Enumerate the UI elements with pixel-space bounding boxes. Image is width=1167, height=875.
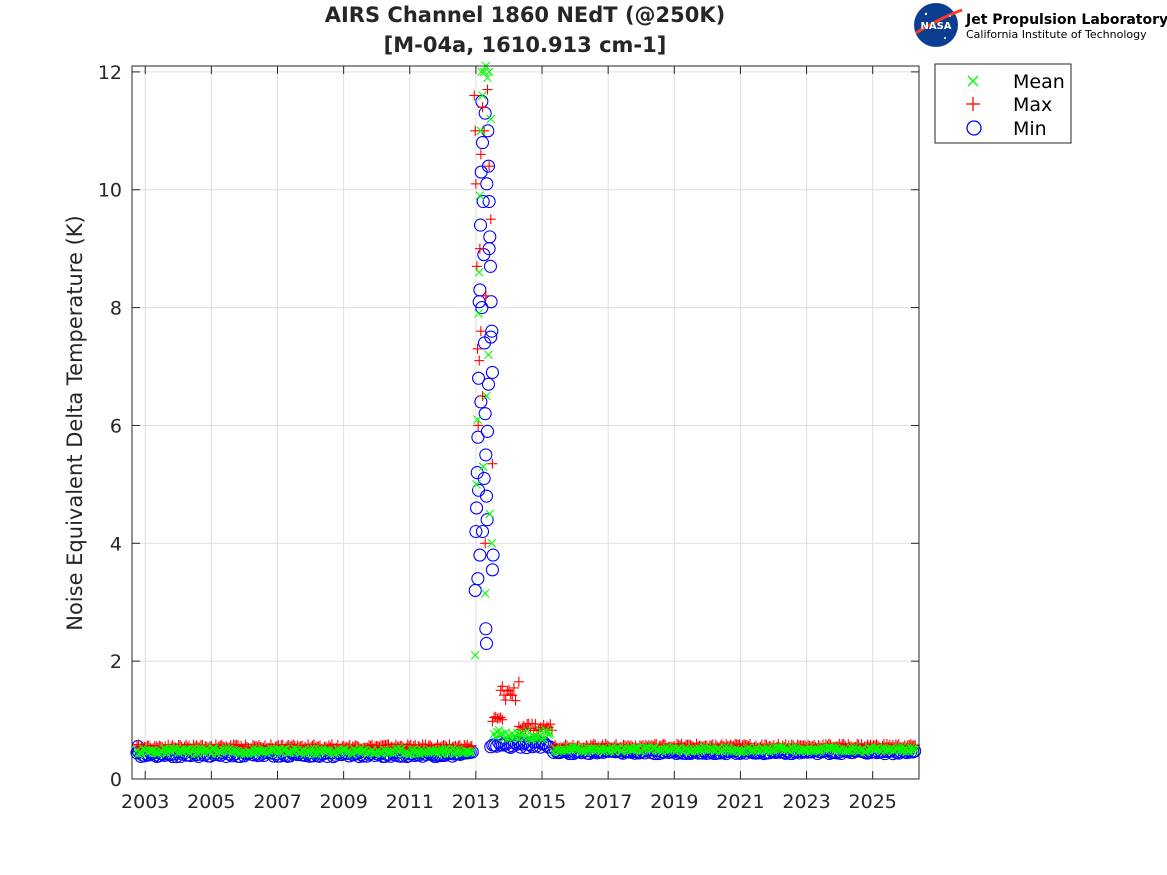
y-tick-label: 8 — [110, 298, 122, 320]
x-tick-label: 2011 — [386, 791, 434, 813]
y-tick-label: 12 — [98, 62, 122, 84]
y-axis-label: Noise Equivalent Delta Temperature (K) — [63, 215, 87, 631]
plot-area — [132, 66, 919, 779]
x-tick-label: 2007 — [253, 791, 301, 813]
legend[interactable]: Mean Max Min — [935, 64, 1071, 143]
logo-subtitle: California Institute of Technology — [966, 28, 1147, 41]
chart-title: AIRS Channel 1860 NEdT (@250K) — [325, 3, 726, 27]
x-tick-label: 2003 — [121, 791, 169, 813]
nasa-badge-text: NASA — [920, 21, 951, 32]
legend-label-mean: Mean — [1013, 71, 1065, 93]
y-tick-label: 2 — [110, 651, 122, 673]
chart: AIRS Channel 1860 NEdT (@250K) [M-04a, 1… — [0, 0, 1167, 875]
y-tick-label: 10 — [98, 180, 122, 202]
y-tick-label: 6 — [110, 415, 122, 437]
legend-label-max: Max — [1013, 94, 1052, 116]
x-tick-label: 2015 — [518, 791, 566, 813]
x-tick-label: 2021 — [716, 791, 764, 813]
chart-subtitle: [M-04a, 1610.913 cm-1] — [384, 33, 667, 57]
x-tick-label: 2023 — [782, 791, 830, 813]
x-tick-label: 2019 — [650, 791, 698, 813]
x-tick-label: 2009 — [319, 791, 367, 813]
legend-label-min: Min — [1013, 118, 1047, 140]
x-tick-label: 2013 — [452, 791, 500, 813]
y-tick-label: 4 — [110, 533, 122, 555]
x-tick-label: 2005 — [187, 791, 235, 813]
x-tick-label: 2025 — [849, 791, 897, 813]
y-tick-label: 0 — [110, 769, 122, 791]
logo-title: Jet Propulsion Laboratory — [965, 12, 1167, 28]
x-tick-label: 2017 — [584, 791, 632, 813]
jpl-logo: NASA Jet Propulsion Laboratory Californi… — [914, 3, 1167, 47]
